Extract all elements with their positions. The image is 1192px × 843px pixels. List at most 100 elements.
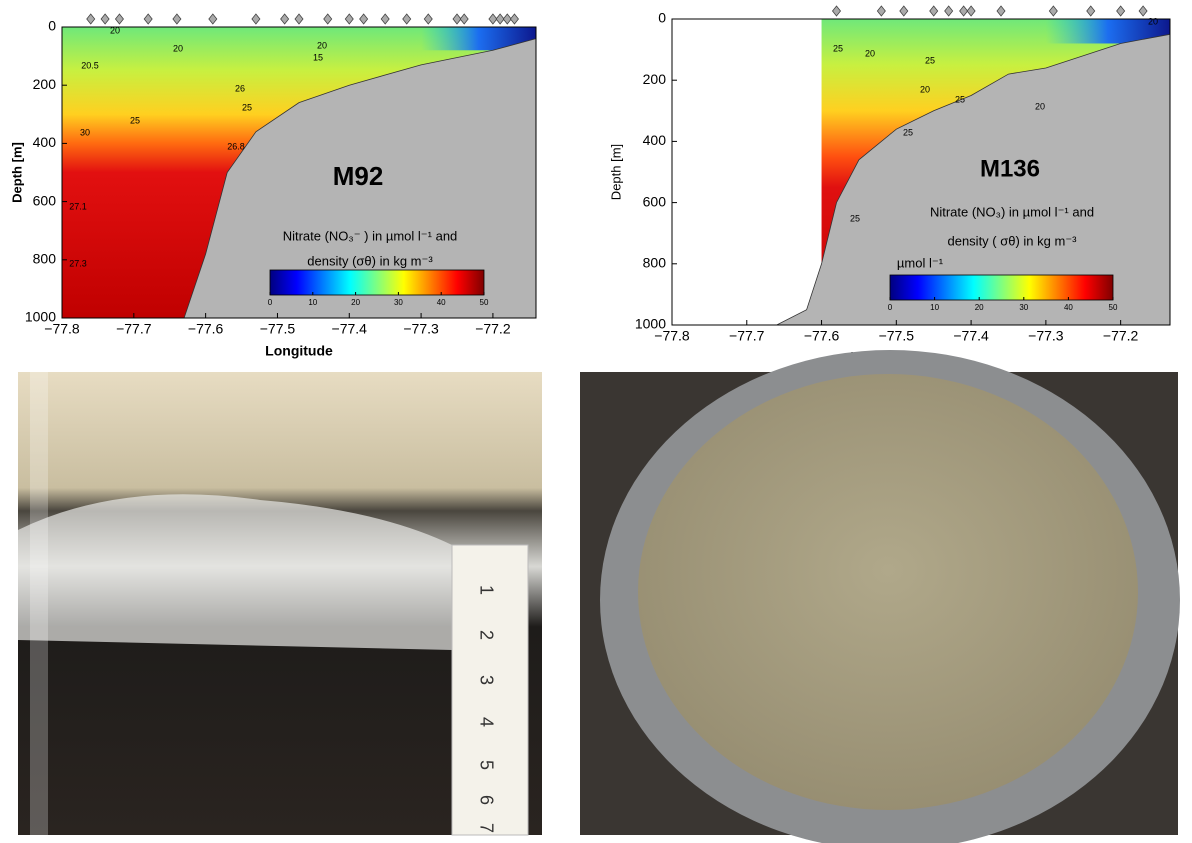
station-marker xyxy=(459,13,469,25)
station-marker xyxy=(402,13,412,25)
x-tick-label: −77.3 xyxy=(403,321,439,337)
photo-left: 1 2 3 4 5 6 7 xyxy=(18,372,542,836)
photo-right xyxy=(580,350,1180,843)
contour-label: 25 xyxy=(903,127,913,137)
panel-title: M92 xyxy=(333,161,384,191)
contour-label: 25 xyxy=(955,94,965,104)
x-tick-label: −77.6 xyxy=(804,328,840,344)
y-tick-label: 400 xyxy=(33,134,57,150)
station-marker xyxy=(359,13,369,25)
y-tick-label: 800 xyxy=(643,255,667,271)
panel-title: M136 xyxy=(980,155,1040,182)
ruler-label: 6 xyxy=(476,795,496,805)
contour-label: 20 xyxy=(920,84,930,94)
x-tick-label: −77.4 xyxy=(332,321,368,337)
glass-edge xyxy=(30,372,48,835)
colorbar-tick-label: 40 xyxy=(1064,303,1073,312)
legend-text: µmol l⁻¹ xyxy=(897,255,944,270)
station-marker xyxy=(1138,5,1148,17)
station-marker xyxy=(100,13,110,25)
contour-label: 25 xyxy=(242,102,252,112)
y-tick-label: 600 xyxy=(33,192,57,208)
plot-frame xyxy=(61,26,537,319)
colorbar-tick-label: 30 xyxy=(1019,303,1028,312)
contour-label: 25 xyxy=(130,115,140,125)
colorbar-tick-label: 10 xyxy=(930,303,939,312)
contour-label: 25 xyxy=(925,55,935,65)
station-marker xyxy=(323,13,333,25)
seafloor-fill xyxy=(672,34,1170,326)
ruler-label: 5 xyxy=(476,760,496,770)
plot-frame xyxy=(671,18,1171,326)
y-tick-label: 0 xyxy=(48,18,56,34)
x-tick-label: −77.7 xyxy=(116,321,152,337)
legend-text: Nitrate (NO₃⁻ ) in µmol l⁻¹ and xyxy=(283,228,458,243)
colorbar-tick-label: 10 xyxy=(308,298,317,307)
station-marker xyxy=(996,5,1006,17)
station-marker xyxy=(831,5,842,17)
ruler-labels: 1 2 3 4 5 6 7 xyxy=(476,585,496,833)
station-marker xyxy=(172,13,182,25)
contour-label: 27.1 xyxy=(69,201,87,211)
station-marker xyxy=(876,5,886,17)
station-marker xyxy=(488,13,498,25)
colorbar-tick-label: 0 xyxy=(888,303,893,312)
ruler-label: 1 xyxy=(476,585,496,595)
seafloor-fill xyxy=(184,38,536,318)
colorbar-tick-label: 0 xyxy=(268,298,273,307)
station-marker xyxy=(502,13,512,25)
charts: −77.8 −77.7 −77.6 −77.5 −77.4 −77.3 −77.202004… xyxy=(9,5,1171,365)
x-tick-label: −77.8 xyxy=(44,321,80,337)
y-tick-label: 400 xyxy=(643,132,667,148)
station-marker xyxy=(1048,5,1058,17)
station-marker xyxy=(423,13,433,25)
station-marker xyxy=(899,5,909,17)
contour-label: 25 xyxy=(833,43,843,53)
y-tick-label: 1000 xyxy=(635,316,666,332)
x-tick-label: −77.7 xyxy=(729,328,765,344)
ruler-label: 2 xyxy=(476,630,496,640)
nitrate-field xyxy=(821,19,1170,325)
station-marker xyxy=(294,13,304,25)
y-axis-label: Depth [m] xyxy=(608,144,623,200)
x-tick-label: −77.6 xyxy=(188,321,224,337)
contour-label: 30 xyxy=(80,127,90,137)
x-tick-label: −77.4 xyxy=(953,328,989,344)
y-tick-label: 0 xyxy=(658,10,666,26)
contour-label: 25 xyxy=(850,213,860,223)
colorbar-tick-label: 30 xyxy=(394,298,403,307)
station-marker xyxy=(509,13,519,25)
y-tick-label: 800 xyxy=(33,251,57,267)
x-tick-label: −77.2 xyxy=(1103,328,1139,344)
x-tick-label: −77.5 xyxy=(260,321,296,337)
station-marker xyxy=(208,13,218,25)
sediment-surface xyxy=(638,374,1138,810)
contour-label: 20 xyxy=(110,25,120,35)
station-marker xyxy=(929,5,939,17)
contour-label: 15 xyxy=(313,52,323,62)
y-tick-label: 600 xyxy=(643,193,667,209)
shelf-low-nitrate xyxy=(421,27,536,51)
station-marker xyxy=(114,13,124,25)
colorbar xyxy=(269,269,485,296)
mat-layer xyxy=(18,494,452,650)
contour-label: 26.8 xyxy=(227,141,245,151)
ruler-label: 4 xyxy=(476,717,496,727)
legend-text: density (σθ) in kg m⁻³ xyxy=(307,253,433,268)
section-chart: −77.8 −77.7 −77.6 −77.5 −77.4 −77.3 −77.202004… xyxy=(608,5,1171,365)
ruler-label: 3 xyxy=(476,675,496,685)
y-tick-label: 200 xyxy=(33,76,57,92)
station-marker xyxy=(251,13,261,25)
contour-label: 20 xyxy=(1148,16,1158,26)
station-marker xyxy=(959,5,969,17)
contour-label: 20 xyxy=(173,43,183,53)
station-marker xyxy=(280,13,290,25)
nitrate-field xyxy=(62,27,536,318)
station-marker xyxy=(380,13,390,25)
station-marker xyxy=(495,13,505,25)
y-tick-label: 200 xyxy=(643,71,667,87)
y-tick-label: 1000 xyxy=(25,309,56,325)
contour-label: 20 xyxy=(1035,101,1045,111)
